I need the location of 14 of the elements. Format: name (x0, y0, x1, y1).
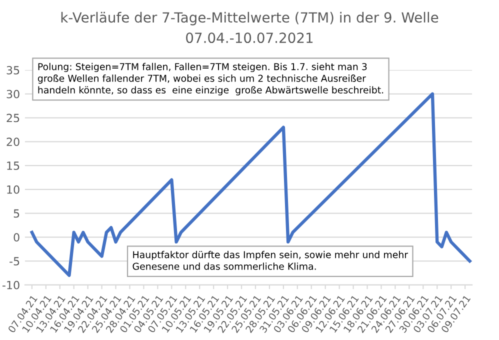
annotation: Polung: Steigen=7TM fallen, Fallen=7TM steigen. Bis 1.7. sieht man 3 große Wellen fallender 7TM, wobei es sich um 2 technische Ausreißer handeln könnte, so dass es eine einzige große Abwärtswelle beschreibt. (38, 62, 384, 96)
y-tick-label: -10 (2, 280, 20, 290)
chart-subtitle: 07.04.-10.07.2021 (186, 32, 313, 44)
chart-title: k-Verläufe der 7-Tage-Mittelwerte (7TM) in der 9. Welle (61, 12, 438, 26)
y-tick-label: 0 (14, 233, 20, 242)
y-tick-label: 25 (6, 114, 20, 122)
y-tick-label: 15 (7, 162, 20, 170)
y-tick-label: 20 (6, 138, 20, 146)
y-tick-label: 35 (6, 66, 20, 74)
annotation: Hauptfaktor dürfte das Impfen sein, sowie mehr und mehr Genesene und das sommerliche Klima. (132, 250, 408, 270)
y-tick-label: 10 (7, 185, 20, 194)
y-tick-label: 30 (6, 90, 20, 98)
y-tick-label: -5 (10, 257, 20, 266)
y-tick-label: 5 (14, 209, 20, 218)
